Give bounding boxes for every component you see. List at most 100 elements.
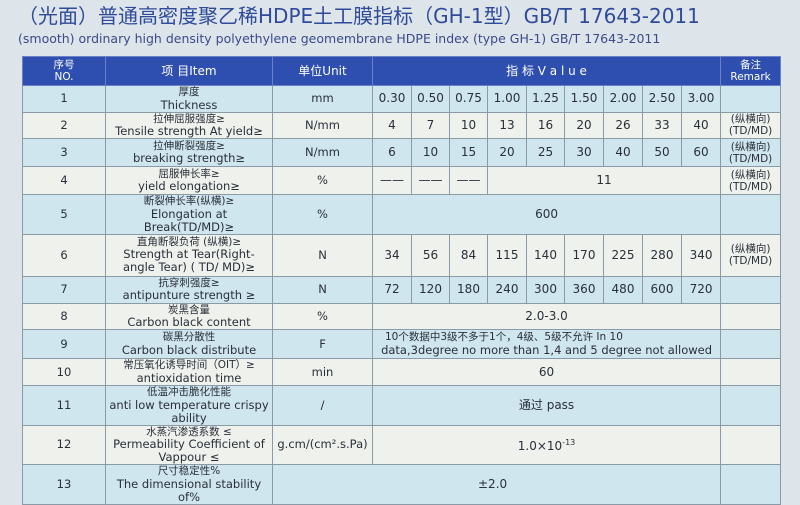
row-item: 屈服伸长率≥ yield elongation≥ <box>105 166 273 195</box>
value-cell: 20 <box>487 138 527 167</box>
value-cell: 0.30 <box>372 85 412 113</box>
row-remark <box>720 464 782 505</box>
value-cell: 240 <box>487 275 527 304</box>
row-no: 2 <box>22 111 106 139</box>
row-no: 13 <box>22 464 106 505</box>
item-zh: 水蒸汽渗透系数 ≤ <box>146 425 232 438</box>
row-item: 断裂伸长率(纵横)≥ Elongation at Break(TD/MD)≥ <box>105 194 273 235</box>
row-unit: N <box>272 275 373 304</box>
value-span: 通过 pass <box>371 385 722 426</box>
table-row: 6 直角断裂负荷 (纵横)≥ Strength at Tear(Right-angl… <box>22 233 782 277</box>
item-en: Thickness <box>160 97 218 112</box>
row-unit: N/mm <box>272 138 373 167</box>
table-row: 11 低温冲击脆化性能 anti low temperature crispy ab… <box>22 385 782 426</box>
header-value: 指 标 V a l u e <box>371 56 722 86</box>
row-remark: (纵横向)(TD/MD) <box>720 111 782 139</box>
value-cell: 6 <box>372 138 412 167</box>
row-remark <box>720 385 782 426</box>
value-text: 通过 pass <box>518 397 575 412</box>
row-no: 11 <box>22 385 106 426</box>
value-cell: 360 <box>564 275 604 304</box>
value-cell: 225 <box>603 233 643 277</box>
value-cell: 600 <box>642 275 682 304</box>
value-cell: 84 <box>449 233 488 277</box>
value-cell: 1.25 <box>526 85 565 113</box>
table-row: 13 尺寸稳定性% The dimensional stability of% ±2.… <box>22 464 782 505</box>
item-en: Strength at Tear(Right-angle Tear) ( TD/… <box>122 247 256 275</box>
table-row: 7 抗穿刺强度≥ antipunture strength ≥ N 72 120 180 24… <box>22 275 782 304</box>
item-zh: 断裂伸长率(纵横)≥ <box>143 195 235 207</box>
row-remark <box>720 275 782 304</box>
row-unit: N <box>272 233 373 277</box>
value-cell: 26 <box>603 111 643 139</box>
value-span: 11 <box>486 166 722 195</box>
row-remark <box>720 358 782 386</box>
value-cell: 60 <box>680 138 722 167</box>
item-zh: 尺寸稳定性% <box>157 465 221 477</box>
value-span: 60 <box>371 358 722 386</box>
header-row: 序号 NO. 项 目Item 单位Unit 指 标 V a l u e 备注 Rem… <box>22 56 782 86</box>
row-no: 4 <box>22 166 106 195</box>
row-remark: (纵横向)(TD/MD) <box>720 166 782 195</box>
table-row: 5 断裂伸长率(纵横)≥ Elongation at Break(TD/MD)≥% 6… <box>22 194 782 235</box>
value-cell: 20 <box>564 111 604 139</box>
value-cell: 25 <box>526 138 565 167</box>
item-zh: 碳黑分散性 <box>162 331 216 344</box>
table-row: 8 炭黑含量 Carbon black content% 2.0-3.0 <box>22 302 782 330</box>
spec-table: 序号 NO. 项 目Item 单位Unit 指 标 V a l u e 备注 Rem… <box>22 56 782 505</box>
value-cell: 2.50 <box>642 85 682 113</box>
value-cell: 180 <box>449 275 488 304</box>
row-remark <box>720 194 782 235</box>
item-en: breaking strength≥ <box>132 151 246 166</box>
header-no-en: NO. <box>54 71 74 83</box>
item-zh: 直角断裂负荷 (纵横)≥ <box>136 235 242 248</box>
row-item: 炭黑含量 Carbon black content <box>105 302 273 330</box>
value-cell: —— <box>449 166 488 195</box>
value-cell: 170 <box>564 233 604 277</box>
value-cell: 115 <box>487 233 527 277</box>
value-cell: 40 <box>680 111 722 139</box>
row-item: 碳黑分散性 Carbon black distribute <box>105 329 273 359</box>
value-span: 1.0×10-13 <box>371 424 722 465</box>
row-no: 10 <box>22 358 106 386</box>
value-text: data,3degree no more than 1,4 and 5 degr… <box>381 342 713 357</box>
page-title: （光面）普通高密度聚乙稀HDPE土工膜指标（GH-1型）GB/T 17643-2… <box>18 4 700 28</box>
value-cell: 340 <box>680 233 722 277</box>
value-cell: 7 <box>411 111 450 139</box>
value-text: 1.0×10 <box>517 439 563 454</box>
value-cell: 4 <box>372 111 412 139</box>
value-span: ±2.0 <box>271 464 722 505</box>
row-item: 尺寸稳定性% The dimensional stability of% <box>105 464 273 505</box>
value-cell: 480 <box>603 275 643 304</box>
item-en: Carbon black content <box>127 315 251 329</box>
row-no: 5 <box>22 194 106 235</box>
row-no: 12 <box>22 424 106 465</box>
row-unit: g.cm/(cm².s.Pa) <box>272 424 373 465</box>
row-remark: (纵横向)(TD/MD) <box>720 233 782 277</box>
value-text: 2.0-3.0 <box>525 308 568 323</box>
item-zh: 拉伸屈服强度≥ <box>153 112 225 125</box>
value-cell: 72 <box>372 275 412 304</box>
item-zh: 低温冲击脆化性能 <box>147 386 231 398</box>
row-unit: % <box>272 166 373 195</box>
value-cell: 1.50 <box>564 85 604 113</box>
item-en: Carbon black distribute <box>121 342 257 357</box>
value-cell: 16 <box>526 111 565 139</box>
row-remark <box>720 424 782 465</box>
item-zh: 常压氧化诱导时间（OIT）≥ <box>123 359 255 372</box>
value-cell: 2.00 <box>603 85 643 113</box>
row-no: 7 <box>22 275 106 304</box>
header-unit: 单位Unit <box>272 56 373 86</box>
table-row: 1 厚度 Thickness mm 0.30 0.50 0.75 1.00 1.25 1.50 2.… <box>22 85 782 113</box>
row-item: 拉伸断裂强度≥ breaking strength≥ <box>105 138 273 167</box>
value-cell: 40 <box>603 138 643 167</box>
value-cell: 15 <box>449 138 488 167</box>
item-en: Elongation at Break(TD/MD)≥ <box>143 206 235 234</box>
row-unit: F <box>272 329 373 359</box>
value-span: 600 <box>371 194 722 235</box>
header-remark: 备注 Remark <box>720 56 782 86</box>
value-text: 60 <box>538 364 555 379</box>
value-cell: 120 <box>411 275 450 304</box>
value-cell: 0.50 <box>411 85 450 113</box>
item-zh: 拉伸断裂强度≥ <box>153 139 225 152</box>
